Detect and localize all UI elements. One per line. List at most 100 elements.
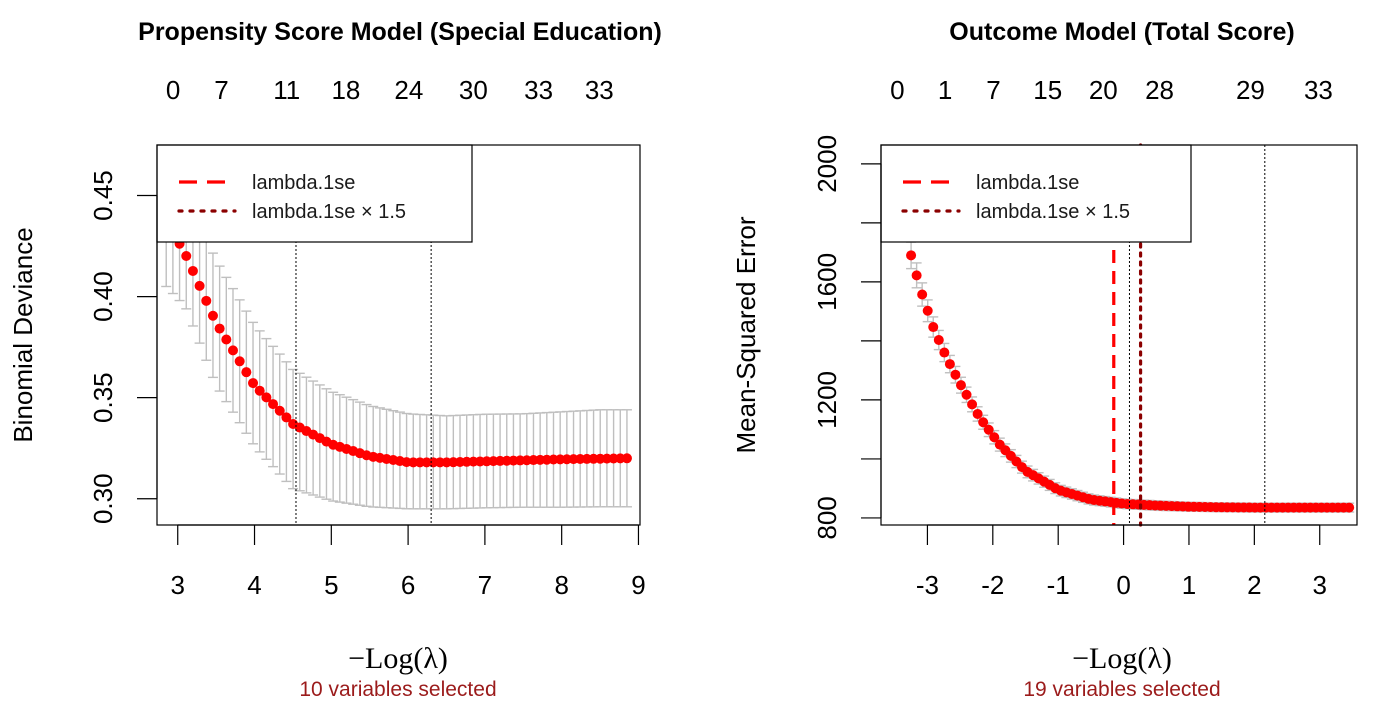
y-tick-label: 0.30 — [88, 473, 118, 524]
legend-box — [880, 144, 1192, 243]
legend: lambda.1se lambda.1se × 1.5 — [177, 172, 406, 223]
x-tick-label: -2 — [981, 570, 1004, 600]
top-axis-label: 0 — [890, 75, 904, 105]
y-tick-label: 1600 — [812, 253, 842, 311]
data-point — [989, 432, 1000, 443]
data-points — [906, 250, 1355, 513]
top-axis-label: 29 — [1236, 75, 1265, 105]
y-axis-label: Mean-Squared Error — [731, 216, 761, 453]
data-point — [234, 356, 245, 367]
data-point — [274, 405, 285, 416]
data-point — [922, 305, 933, 316]
x-label-minus: − — [348, 642, 365, 675]
x-tick-label: 0 — [1116, 570, 1130, 600]
top-axis-label: 33 — [524, 75, 553, 105]
legend-label: lambda.1se — [976, 172, 1079, 194]
top-axis-label: 18 — [331, 75, 360, 105]
data-point — [1344, 502, 1355, 513]
data-point — [944, 359, 955, 370]
top-axis-label: 30 — [459, 75, 488, 105]
x-tick-label: -3 — [916, 570, 939, 600]
x-tick-label: 3 — [1312, 570, 1326, 600]
x-label-minus: − — [1072, 642, 1089, 675]
data-point — [207, 310, 218, 321]
data-point — [911, 270, 922, 281]
x-tick-label: 3 — [170, 570, 184, 600]
data-point — [967, 399, 978, 410]
y-tick-label: 800 — [812, 496, 842, 539]
x-tick-label: 5 — [324, 570, 338, 600]
data-point — [928, 322, 939, 333]
y-tick-label: 1200 — [812, 371, 842, 429]
error-bars — [906, 241, 1355, 513]
data-point — [248, 378, 259, 389]
data-point — [983, 424, 994, 435]
data-point — [181, 251, 192, 262]
data-point — [939, 347, 950, 358]
y-tick-label: 0.40 — [88, 271, 118, 322]
x-axis: -3 -2 -1 0 1 2 3 — [916, 524, 1327, 600]
x-label-text: Log(λ) — [365, 642, 448, 675]
data-point — [961, 389, 972, 400]
data-point — [972, 408, 983, 419]
top-axis-label: 7 — [214, 75, 228, 105]
panel-propensity: Propensity Score Model (Special Educatio… — [8, 18, 662, 701]
y-tick-label: 0.35 — [88, 372, 118, 423]
top-axis-label: 7 — [986, 75, 1000, 105]
variables-selected-note: 19 variables selected — [1023, 678, 1220, 701]
data-point — [950, 369, 961, 380]
reference-lines — [295, 145, 432, 525]
x-axis-label: −Log(λ) — [1072, 642, 1172, 675]
x-tick-label: 9 — [631, 570, 645, 600]
top-axis-label: 24 — [394, 75, 423, 105]
chart-title: Propensity Score Model (Special Educatio… — [138, 18, 662, 46]
data-point — [221, 334, 232, 345]
x-tick-label: 2 — [1247, 570, 1261, 600]
x-tick-label: 4 — [247, 570, 261, 600]
y-axis: 0.30 0.35 0.40 0.45 — [88, 170, 158, 524]
top-axis-label: 33 — [585, 75, 614, 105]
x-tick-label: 6 — [401, 570, 415, 600]
top-axis: 0 1 7 15 20 28 29 33 — [890, 75, 1333, 105]
data-point — [955, 380, 966, 391]
data-point — [268, 399, 279, 410]
panel-outcome: Outcome Model (Total Score) 0 1 7 15 2 0 28 29 3… — [731, 18, 1358, 701]
y-tick-label: 2000 — [812, 135, 842, 193]
legend: lambda.1se lambda.1se × 1.5 — [901, 172, 1130, 223]
top-axis: 0 7 11 18 24 30 33 33 — [166, 75, 614, 105]
x-axis-label: −Log(λ) — [348, 642, 448, 675]
data-point — [187, 265, 198, 276]
data-point — [227, 345, 238, 356]
data-point — [906, 250, 917, 261]
y-axis-label: Binomial Deviance — [8, 227, 38, 442]
x-tick-label: 8 — [554, 570, 568, 600]
x-tick-label: 1 — [1182, 570, 1196, 600]
y-tick-label: 0.45 — [88, 170, 118, 221]
legend-label: lambda.1se × 1.5 — [976, 201, 1130, 223]
data-point — [254, 385, 265, 396]
data-point — [241, 367, 252, 378]
top-axis-label: 11 — [273, 75, 300, 105]
data-points — [161, 214, 632, 468]
legend-label: lambda.1se × 1.5 — [252, 201, 406, 223]
data-point — [933, 335, 944, 346]
top-axis-label: 33 — [1304, 75, 1333, 105]
legend-box — [156, 144, 473, 243]
x-label-text: Log(λ) — [1089, 642, 1172, 675]
x-tick-label: -1 — [1047, 570, 1070, 600]
data-point — [214, 323, 225, 334]
x-tick-label: 7 — [478, 570, 492, 600]
top-axis-label: 0 — [166, 75, 180, 105]
top-axis-label: 28 — [1145, 75, 1174, 105]
top-axis-label: 15 — [1033, 75, 1062, 105]
top-axis-label: 1 — [938, 75, 952, 105]
variables-selected-note: 10 variables selected — [299, 678, 496, 701]
data-point — [201, 295, 212, 306]
data-point — [261, 392, 272, 403]
chart-title: Outcome Model (Total Score) — [949, 18, 1294, 46]
data-point — [917, 289, 928, 300]
data-point — [621, 453, 632, 464]
data-point — [281, 412, 292, 423]
legend-label: lambda.1se — [252, 172, 355, 194]
